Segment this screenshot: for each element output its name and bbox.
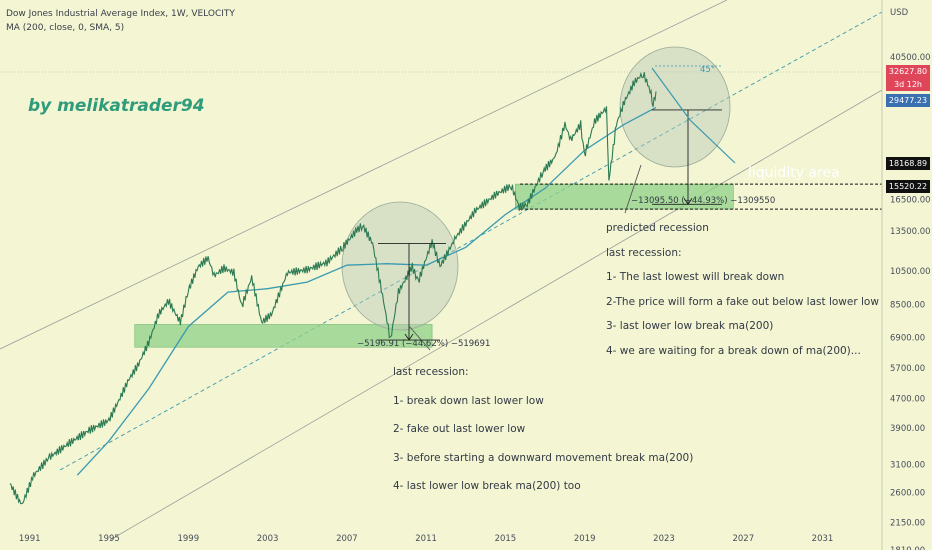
y-tick-label: 8500.00: [890, 301, 925, 311]
ma-value-tag: 29477.23: [886, 94, 930, 107]
y-tick-label: 16500.00: [890, 195, 931, 205]
y-tick-label: 2600.00: [890, 489, 925, 499]
y-tick-label: 13500.00: [890, 227, 931, 237]
note-line: last recession:: [393, 366, 469, 378]
y-tick-label: 40500.00: [890, 53, 931, 63]
author-watermark: by melikatrader94: [28, 96, 205, 116]
measure-2008-arrowhead: [404, 333, 414, 341]
support-zone-1: [134, 324, 433, 348]
x-tick-label: 1999: [177, 534, 199, 544]
y-tick-label: 3100.00: [890, 461, 925, 471]
note-pointer-2008: [408, 325, 431, 351]
price-axis-panel: [882, 0, 932, 550]
y-tick-label: 5700.00: [890, 364, 925, 374]
note-line: 1- The last lowest will break down: [606, 271, 785, 283]
x-tick-label: 2011: [415, 534, 437, 544]
last-price-tag: 32627.80: [886, 65, 930, 78]
recession-2022-circle: [619, 46, 731, 168]
angle-label: 45°: [700, 65, 716, 75]
note-line: 1- break down last lower low: [393, 394, 544, 407]
y-tick-label: 3900.00: [890, 424, 925, 434]
measure-2022-arrowhead: [683, 198, 693, 206]
note-line: 3- before starting a downward movement b…: [393, 451, 694, 464]
y-tick-label: 10500.00: [890, 267, 931, 277]
channel-lower-line: [109, 89, 883, 541]
channel-upper-line: [0, 0, 728, 350]
projection-path: [651, 67, 736, 164]
chart-title: Dow Jones Industrial Average Index, 1W, …: [6, 9, 235, 19]
y-tick-label: 6900.00: [890, 334, 925, 344]
ma200-line: [76, 106, 657, 476]
note-pointer-2022: [624, 164, 642, 214]
x-tick-label: 2023: [653, 534, 675, 544]
note-line: predicted recession: [606, 222, 709, 234]
note-line: 3- last lower low break ma(200): [606, 320, 774, 332]
x-tick-label: 1991: [19, 534, 41, 544]
currency-label: USD: [890, 8, 909, 18]
liquidity-area-label: liquidity area: [748, 165, 840, 181]
y-tick-label: 4700.00: [890, 395, 925, 405]
drop-2008-measure: −5196.91 (−44.62%) −519691: [357, 339, 491, 349]
level-top-tag: 18168.89: [886, 157, 930, 170]
channel-mid-line: [59, 11, 883, 471]
note-line: last recession:: [606, 246, 682, 259]
x-tick-label: 2007: [336, 534, 358, 544]
x-tick-label: 2019: [574, 534, 596, 544]
x-tick-label: 2003: [257, 534, 279, 544]
bar-countdown-tag: 3d 12h: [886, 78, 930, 91]
price-line: [9, 71, 657, 505]
note-line: 4- last lower low break ma(200) too: [393, 480, 581, 492]
x-tick-label: 1995: [98, 534, 120, 544]
note-line: 2-The price will form a fake out below l…: [606, 295, 879, 308]
note-line: 2- fake out last lower low: [393, 423, 526, 435]
note-line: 4- we are waiting for a break down of ma…: [606, 344, 861, 357]
level-bottom-tag: 15520.22: [886, 180, 930, 193]
x-tick-label: 2015: [495, 534, 517, 544]
drop-2022-measure: −13095.50 (−44.93%) −1309550: [631, 196, 776, 206]
x-tick-label: 2027: [732, 534, 754, 544]
x-tick-label: 2031: [812, 534, 834, 544]
y-tick-label: 2150.00: [890, 519, 925, 529]
recession-2008-circle: [341, 201, 459, 331]
indicator-legend[interactable]: MA (200, close, 0, SMA, 5): [6, 23, 125, 33]
support-zone-2: [515, 183, 734, 210]
y-tick-label: 1810.00: [890, 546, 925, 550]
